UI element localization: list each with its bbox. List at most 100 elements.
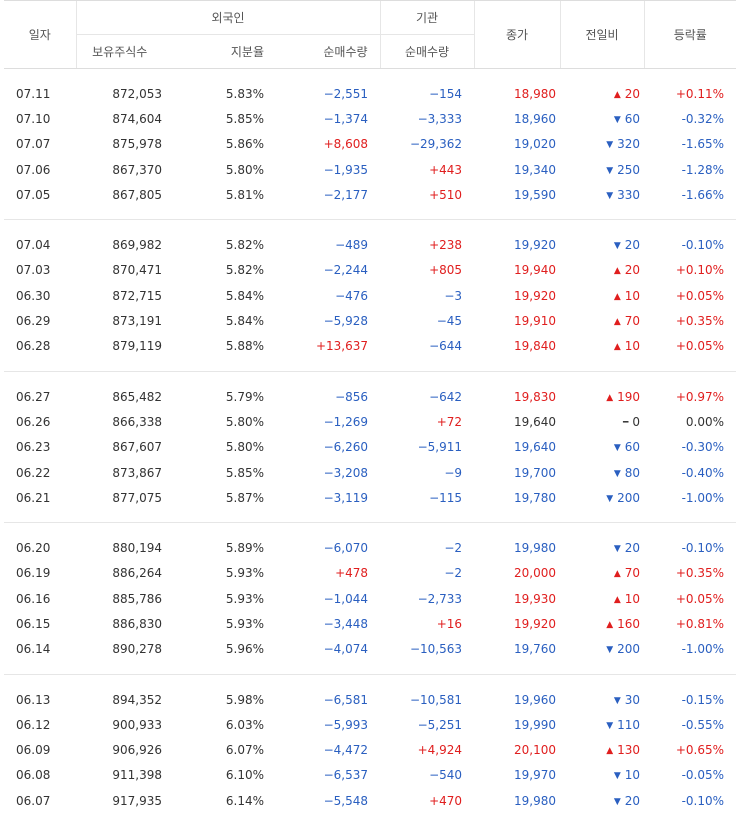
cell-holdings: 911,398 <box>112 768 162 783</box>
cell-holdings: 867,370 <box>112 162 162 177</box>
header-foreign-net: 순매수량 <box>276 34 381 69</box>
cell-date: 06.26 <box>16 414 51 429</box>
cell-foreign-net: +8,608 <box>323 137 369 152</box>
cell-rate: +0.11% <box>675 86 725 101</box>
cell-inst-net: +16 <box>436 616 463 631</box>
cell-ratio: 5.80% <box>225 414 264 429</box>
group-divider <box>4 510 737 524</box>
cell-close: 19,940 <box>514 263 557 278</box>
cell-change: ▼ 10 <box>560 763 644 788</box>
cell-rate: -0.55% <box>681 717 725 732</box>
cell-close: 19,970 <box>514 768 557 783</box>
triangle-down-icon: ▼ <box>613 544 621 555</box>
cell-date: 07.11 <box>16 86 51 101</box>
table-row: 06.21 877,075 5.87% −3,119 −115 19,780 ▼ 200 -1.… <box>4 485 736 510</box>
cell-rate: -1.28% <box>681 162 725 177</box>
cell-date: 06.27 <box>16 389 51 404</box>
table-row: 06.30 872,715 5.84% −476 −3 19,920 ▲ 10 +0.05% <box>4 283 736 308</box>
cell-date: 06.14 <box>16 642 51 657</box>
cell-change-value: 200 <box>617 642 641 657</box>
cell-foreign-net: −3,448 <box>323 616 369 631</box>
cell-inst-net: +510 <box>429 187 463 202</box>
cell-rate: -0.10% <box>681 541 725 556</box>
cell-close: 19,990 <box>514 717 557 732</box>
cell-change: ▲ 130 <box>560 738 644 763</box>
cell-ratio: 5.83% <box>225 86 264 101</box>
cell-rate: -0.32% <box>681 111 725 126</box>
cell-change: ▼ 320 <box>560 132 644 157</box>
table-row: 06.07 917,935 6.14% −5,548 +470 19,980 ▼ 20 -0.1… <box>4 788 736 813</box>
cell-holdings: 874,604 <box>112 111 162 126</box>
group-divider <box>4 661 737 675</box>
table-row: 06.23 867,607 5.80% −6,260 −5,911 19,640 ▼ 60 -0… <box>4 435 736 460</box>
cell-inst-net: +443 <box>429 162 463 177</box>
header-foreign: 외국인 <box>75 0 381 35</box>
cell-foreign-net: −6,581 <box>323 692 369 707</box>
cell-inst-net: −9 <box>444 465 463 480</box>
cell-foreign-net: −1,269 <box>323 414 369 429</box>
cell-change-value: 250 <box>617 162 641 177</box>
cell-rate: +0.05% <box>675 339 725 354</box>
triangle-up-icon: ▲ <box>613 89 621 100</box>
table-row: 06.20 880,194 5.89% −6,070 −2 19,980 ▼ 20 -0.10% <box>4 535 736 560</box>
cell-inst-net: −29,362 <box>409 137 463 152</box>
table-row: 07.03 870,471 5.82% −2,244 +805 19,940 ▲ 20 +0.1… <box>4 258 736 283</box>
table-row: 06.13 894,352 5.98% −6,581 −10,581 19,960 ▼ 30-… <box>4 687 736 712</box>
cell-inst-net: −2 <box>444 566 463 581</box>
cell-close: 19,980 <box>514 541 557 556</box>
cell-change-value: 330 <box>617 187 641 202</box>
cell-holdings: 869,982 <box>112 238 162 253</box>
cell-change: ▼ 20 <box>560 535 644 560</box>
cell-change: ▼ 20 <box>560 232 644 257</box>
cell-rate: -1.00% <box>681 490 725 505</box>
cell-holdings: 870,471 <box>112 263 162 278</box>
cell-inst-net: +470 <box>429 793 463 808</box>
cell-close: 19,020 <box>514 137 557 152</box>
cell-foreign-net: −1,374 <box>323 111 369 126</box>
table-body: 07.11 872,053 5.83% −2,551 −154 18,980 ▲ 20 +0.1… <box>4 69 737 814</box>
triangle-up-icon: ▲ <box>606 746 614 757</box>
table-row: 06.29 873,191 5.84% −5,928 −45 19,910 ▲ 70 +0.35… <box>4 308 736 333</box>
cell-change-value: 60 <box>624 111 641 126</box>
cell-foreign-net: −3,208 <box>323 465 369 480</box>
triangle-down-icon: ▼ <box>613 443 621 454</box>
cell-holdings: 917,935 <box>112 793 162 808</box>
investor-trading-table: 일자 외국인 기관 종가 전일비 등락률 보유주식수 지분율 순매수량 순매수량… <box>4 0 737 814</box>
cell-ratio: 5.81% <box>225 187 264 202</box>
cell-holdings: 866,338 <box>112 414 162 429</box>
cell-rate: +0.81% <box>675 616 725 631</box>
triangle-down-icon: ▼ <box>606 645 614 656</box>
cell-change-value: 0 <box>632 414 641 429</box>
header-holdings: 보유주식수 <box>75 34 174 69</box>
cell-change-value: 10 <box>624 288 641 303</box>
cell-change-value: 10 <box>624 591 641 606</box>
group-spacer <box>4 371 736 384</box>
cell-date: 06.19 <box>16 566 51 581</box>
cell-rate: -0.30% <box>681 440 725 455</box>
cell-holdings: 886,264 <box>112 566 162 581</box>
cell-ratio: 5.93% <box>225 566 264 581</box>
cell-change: ▲ 70 <box>560 308 644 333</box>
cell-holdings: 877,075 <box>112 490 162 505</box>
cell-inst-net: +72 <box>436 414 463 429</box>
cell-rate: +0.65% <box>675 743 725 758</box>
cell-inst-net: −5,911 <box>417 440 463 455</box>
cell-inst-net: −2 <box>444 541 463 556</box>
group-spacer <box>4 69 736 82</box>
table-row: 07.04 869,982 5.82% −489 +238 19,920 ▼ 20 -0.10% <box>4 232 736 257</box>
header-ratio: 지분율 <box>174 34 276 69</box>
cell-change-value: 10 <box>624 768 641 783</box>
cell-change-value: 320 <box>617 137 641 152</box>
cell-change-value: 110 <box>617 717 641 732</box>
cell-date: 07.06 <box>16 162 51 177</box>
cell-foreign-net: +13,637 <box>315 339 369 354</box>
cell-ratio: 5.82% <box>225 263 264 278</box>
cell-close: 19,760 <box>514 642 557 657</box>
cell-foreign-net: −1,044 <box>323 591 369 606</box>
cell-change-value: 60 <box>624 440 641 455</box>
cell-rate: -0.40% <box>681 465 725 480</box>
cell-holdings: 900,933 <box>112 717 162 732</box>
cell-inst-net: −3 <box>444 288 463 303</box>
cell-ratio: 5.89% <box>225 541 264 556</box>
cell-close: 20,100 <box>514 743 557 758</box>
